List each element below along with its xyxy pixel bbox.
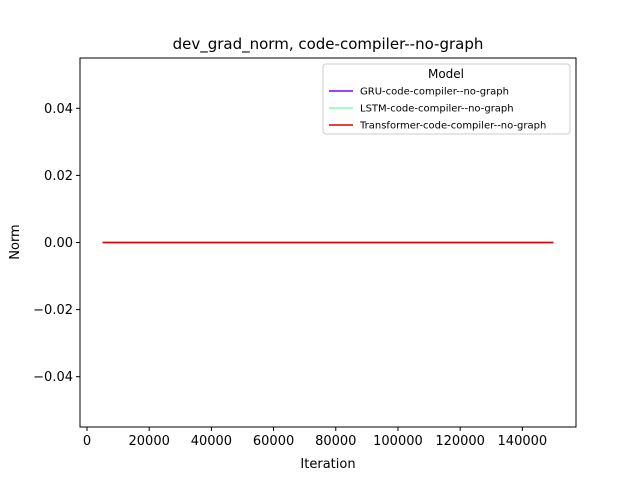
y-tick-label: 0.04	[44, 102, 73, 117]
x-tick-label: 80000	[315, 434, 356, 449]
y-tick-label: 0.00	[44, 236, 73, 251]
x-axis: 0 20000 40000 60000 80000 100000 120000 140000	[83, 427, 547, 449]
x-tick-label: 100000	[373, 434, 423, 449]
legend-title: Model	[428, 67, 464, 81]
legend-label-0: GRU-code-compiler--no-graph	[360, 87, 509, 98]
x-tick-label: 20000	[129, 434, 170, 449]
legend: Model GRU-code-compiler--no-graph LSTM-co…	[322, 63, 571, 135]
x-axis-label: Iteration	[300, 457, 355, 472]
y-axis-label: Norm	[8, 224, 23, 259]
x-tick-label: 0	[83, 434, 91, 449]
x-tick-label: 140000	[498, 434, 548, 449]
legend-label-2: Transformer-code-compiler--no-graph	[359, 121, 546, 132]
x-tick-label: 120000	[435, 434, 485, 449]
legend-label-1: LSTM-code-compiler--no-graph	[360, 104, 514, 115]
x-tick-label: 60000	[253, 434, 294, 449]
y-tick-label: −0.02	[33, 303, 73, 318]
legend-box	[322, 63, 571, 135]
y-tick-label: 0.02	[44, 169, 73, 184]
y-axis: −0.04 −0.02 0.00 0.02 0.04	[33, 102, 80, 385]
y-tick-label: −0.04	[33, 370, 73, 385]
chart-title: dev_grad_norm, code-compiler--no-graph	[173, 35, 484, 54]
x-tick-label: 40000	[191, 434, 232, 449]
legend-entries: GRU-code-compiler--no-graph LSTM-code-com…	[329, 87, 546, 132]
